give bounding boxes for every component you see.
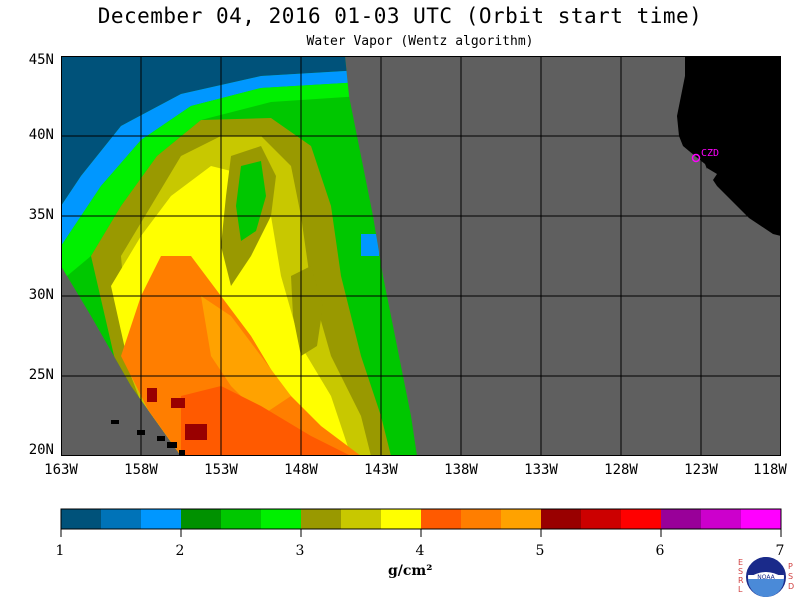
lat-lon-grid <box>61 56 781 456</box>
colorbar-swatch <box>381 509 421 529</box>
lon-label-148w: 148W <box>284 462 318 478</box>
noaa-logo-text: NOAA <box>757 574 775 581</box>
colorbar-swatch <box>621 509 661 529</box>
colorbar <box>60 508 782 537</box>
lat-label-25n: 25N <box>28 367 54 383</box>
water-vapor-map: CZD <box>61 56 781 456</box>
lat-label-30n: 30N <box>28 287 54 303</box>
lon-label-138w: 138W <box>444 462 478 478</box>
lon-label-158w: 158W <box>124 462 158 478</box>
lat-label-45n: 45N <box>28 52 54 68</box>
esrl-letters: E S R L <box>738 558 744 594</box>
colorbar-tick-1: 1 <box>55 543 65 559</box>
colorbar-swatch <box>61 509 101 529</box>
colorbar-swatch <box>221 509 261 529</box>
noaa-logo: E S R L P S D NOAA <box>738 557 794 597</box>
colorbar-tick-5: 5 <box>535 543 545 559</box>
map-subtitle: Water Vapor (Wentz algorithm) <box>306 34 534 49</box>
lon-label-128w: 128W <box>604 462 638 478</box>
colorbar-swatch <box>261 509 301 529</box>
lon-label-123w: 123W <box>684 462 718 478</box>
lon-label-163w: 163W <box>44 462 78 478</box>
station-marker <box>691 153 701 163</box>
svg-text:D: D <box>788 582 794 591</box>
colorbar-swatch <box>341 509 381 529</box>
station-label: CZD <box>701 148 719 159</box>
colorbar-swatch <box>501 509 541 529</box>
svg-text:L: L <box>738 585 743 594</box>
colorbar-swatch <box>421 509 461 529</box>
colorbar-swatch <box>701 509 741 529</box>
colorbar-tick-4: 4 <box>415 543 425 559</box>
psd-letters: P S D <box>788 562 794 591</box>
colorbar-tick-6: 6 <box>655 543 665 559</box>
svg-text:S: S <box>788 572 793 581</box>
lon-label-118w: 118W <box>753 462 787 478</box>
colorbar-units: g/cm² <box>388 563 433 579</box>
lon-label-143w: 143W <box>364 462 398 478</box>
colorbar-tick-7: 7 <box>775 543 785 559</box>
lon-label-153w: 153W <box>204 462 238 478</box>
colorbar-tick-3: 3 <box>295 543 305 559</box>
svg-text:P: P <box>788 562 793 571</box>
lat-label-35n: 35N <box>28 207 54 223</box>
colorbar-swatch <box>541 509 581 529</box>
colorbar-swatch <box>461 509 501 529</box>
colorbar-tick-2: 2 <box>175 543 185 559</box>
colorbar-swatch <box>141 509 181 529</box>
colorbar-swatch <box>301 509 341 529</box>
lat-label-40n: 40N <box>28 127 54 143</box>
colorbar-swatch <box>181 509 221 529</box>
colorbar-swatch <box>101 509 141 529</box>
lat-label-20n: 20N <box>28 442 54 458</box>
svg-text:S: S <box>738 567 743 576</box>
svg-text:E: E <box>738 558 743 567</box>
land-coast <box>677 56 781 236</box>
colorbar-swatch <box>741 509 781 529</box>
colorbar-swatch <box>581 509 621 529</box>
svg-text:R: R <box>738 576 744 585</box>
colorbar-swatch <box>661 509 701 529</box>
map-title: December 04, 2016 01-03 UTC (Orbit start… <box>97 4 703 28</box>
lon-label-133w: 133W <box>524 462 558 478</box>
